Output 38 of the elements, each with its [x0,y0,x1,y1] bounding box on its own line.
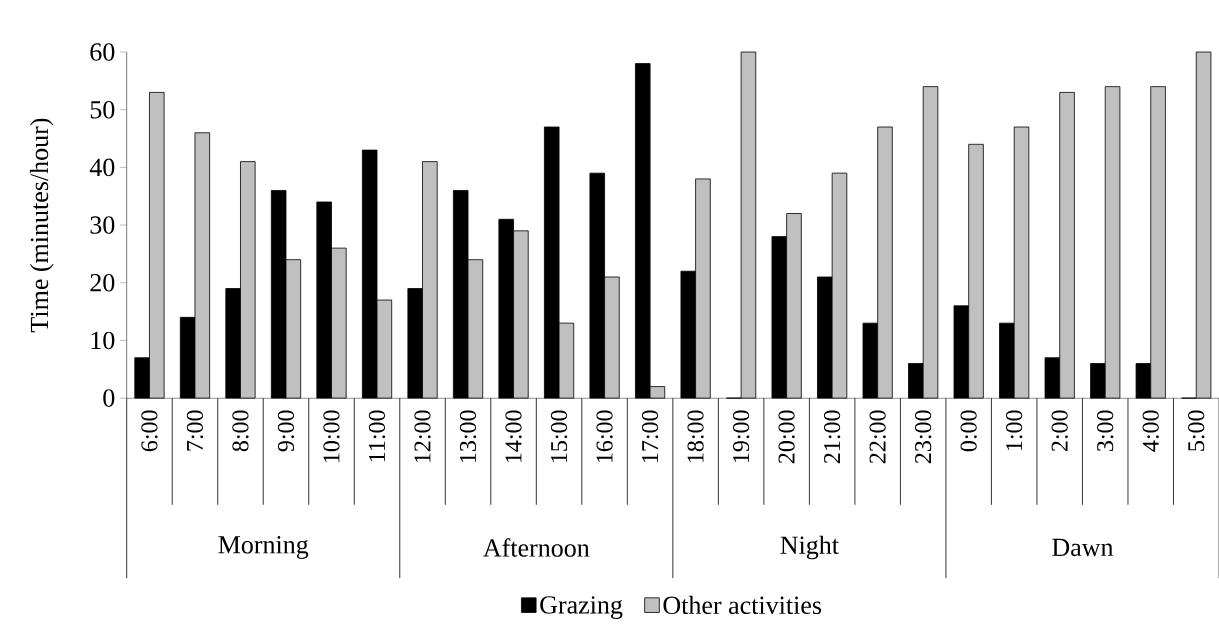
x-tick-label: 18:00 [687,410,704,462]
x-tick-label: 9:00 [277,410,295,452]
x-tick-label: 17:00 [641,410,659,462]
x-tick-label: 15:00 [550,410,568,462]
y-tick-label: 20 [90,273,115,292]
y-tick-label: 50 [90,100,115,119]
y-axis-title: Time (minutes/hour) [29,118,54,333]
x-tick-label: 20:00 [778,410,795,464]
y-tick-label: 30 [90,216,115,234]
x-tick-label: 6:00 [141,410,158,452]
x-tick-label: 2:00 [1051,410,1068,452]
x-tick-label: 4:00 [1142,410,1159,452]
x-tick-label: 0:00 [960,410,977,452]
x-tick-label: 11:00 [368,410,386,462]
x-tick-label: 16:00 [596,410,613,462]
x-tick-label: 14:00 [505,410,522,462]
y-tick-label: 0 [103,389,115,407]
y-tick-label: 40 [89,158,115,177]
legend-label: Other activities [663,595,822,615]
x-tick-label: 8:00 [232,410,249,452]
x-tick-label: 3:00 [1097,410,1114,451]
x-tick-label: 1:00 [1006,410,1023,450]
x-tick-label: 21:00 [824,410,841,464]
text: Dawn [1052,538,1114,557]
x-tick-label: 13:00 [459,410,477,462]
text: Night [780,535,839,560]
y-tick-label: 60 [90,43,115,61]
x-tick-label: 5:00 [1188,410,1205,451]
text: Afternoon [483,538,590,557]
y-tick-label: 10 [91,331,115,350]
x-tick-label: 19:00 [732,410,750,462]
text: Morning [218,536,309,559]
legend-label: Grazing [540,596,623,619]
x-tick-label: 23:00 [915,410,932,464]
x-tick-label: 10:00 [323,410,340,462]
x-tick-label: 7:00 [186,410,204,451]
x-tick-label: 22:00 [869,410,886,464]
x-tick-label: 12:00 [414,410,431,462]
